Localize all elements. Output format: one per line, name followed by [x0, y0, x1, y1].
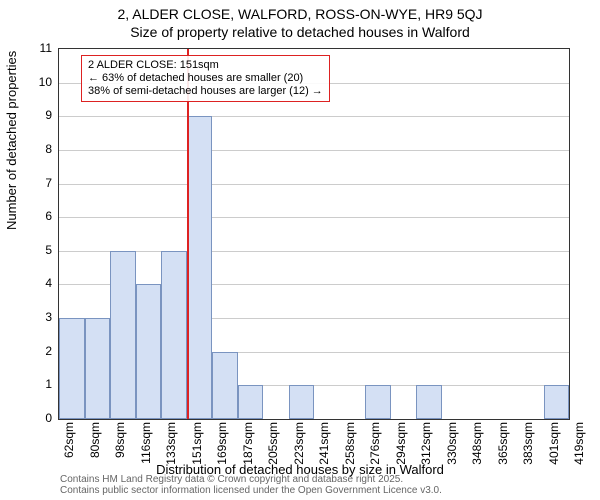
x-tick-label: 98sqm — [113, 422, 127, 482]
x-tick-label: 223sqm — [292, 422, 306, 482]
histogram-bar — [85, 318, 111, 419]
reference-line — [187, 49, 189, 419]
y-tick-label: 5 — [12, 243, 52, 257]
histogram-bar — [544, 385, 570, 419]
y-tick-label: 2 — [12, 344, 52, 358]
footer-line2: Contains public sector information licen… — [60, 485, 442, 496]
histogram-bar — [110, 251, 136, 419]
histogram-bar — [365, 385, 391, 419]
x-tick-label: 312sqm — [419, 422, 433, 482]
refbox-line2: ← 63% of detached houses are smaller (20… — [88, 72, 303, 84]
x-tick-label: 80sqm — [88, 422, 102, 482]
histogram-bar — [238, 385, 264, 419]
x-tick-label: 258sqm — [343, 422, 357, 482]
y-tick-label: 10 — [12, 75, 52, 89]
x-tick-label: 62sqm — [62, 422, 76, 482]
x-tick-label: 133sqm — [164, 422, 178, 482]
y-tick-label: 9 — [12, 108, 52, 122]
refbox-line1: 2 ALDER CLOSE: 151sqm — [88, 59, 219, 71]
y-tick-label: 1 — [12, 377, 52, 391]
y-tick-label: 0 — [12, 411, 52, 425]
histogram-bar — [289, 385, 315, 419]
y-tick-label: 11 — [12, 41, 52, 55]
y-tick-label: 7 — [12, 176, 52, 190]
x-tick-label: 401sqm — [547, 422, 561, 482]
y-tick-label: 8 — [12, 142, 52, 156]
histogram-bar — [136, 284, 162, 419]
chart-title-line1: 2, ALDER CLOSE, WALFORD, ROSS-ON-WYE, HR… — [0, 6, 600, 22]
histogram-bar — [187, 116, 213, 419]
x-tick-label: 348sqm — [470, 422, 484, 482]
gridline — [59, 116, 569, 117]
x-tick-label: 116sqm — [139, 422, 153, 482]
histogram-bar — [161, 251, 187, 419]
refbox-line3: 38% of semi-detached houses are larger (… — [88, 85, 323, 97]
x-tick-label: 151sqm — [190, 422, 204, 482]
x-tick-label: 276sqm — [368, 422, 382, 482]
chart-title-line2: Size of property relative to detached ho… — [0, 24, 600, 40]
x-tick-label: 294sqm — [394, 422, 408, 482]
x-tick-label: 205sqm — [266, 422, 280, 482]
x-tick-label: 365sqm — [496, 422, 510, 482]
gridline — [59, 217, 569, 218]
y-tick-label: 6 — [12, 209, 52, 223]
gridline — [59, 184, 569, 185]
gridline — [59, 150, 569, 151]
plot-area: 2 ALDER CLOSE: 151sqm ← 63% of detached … — [58, 48, 570, 420]
histogram-bar — [212, 352, 238, 419]
y-tick-label: 4 — [12, 276, 52, 290]
x-tick-label: 383sqm — [521, 422, 535, 482]
gridline — [59, 251, 569, 252]
x-tick-label: 187sqm — [241, 422, 255, 482]
chart-container: 2, ALDER CLOSE, WALFORD, ROSS-ON-WYE, HR… — [0, 0, 600, 500]
histogram-bar — [59, 318, 85, 419]
x-tick-label: 169sqm — [215, 422, 229, 482]
x-tick-label: 330sqm — [445, 422, 459, 482]
histogram-bar — [416, 385, 442, 419]
x-tick-label: 241sqm — [317, 422, 331, 482]
y-tick-label: 3 — [12, 310, 52, 324]
x-tick-label: 419sqm — [572, 422, 586, 482]
reference-annotation-box: 2 ALDER CLOSE: 151sqm ← 63% of detached … — [81, 55, 330, 102]
